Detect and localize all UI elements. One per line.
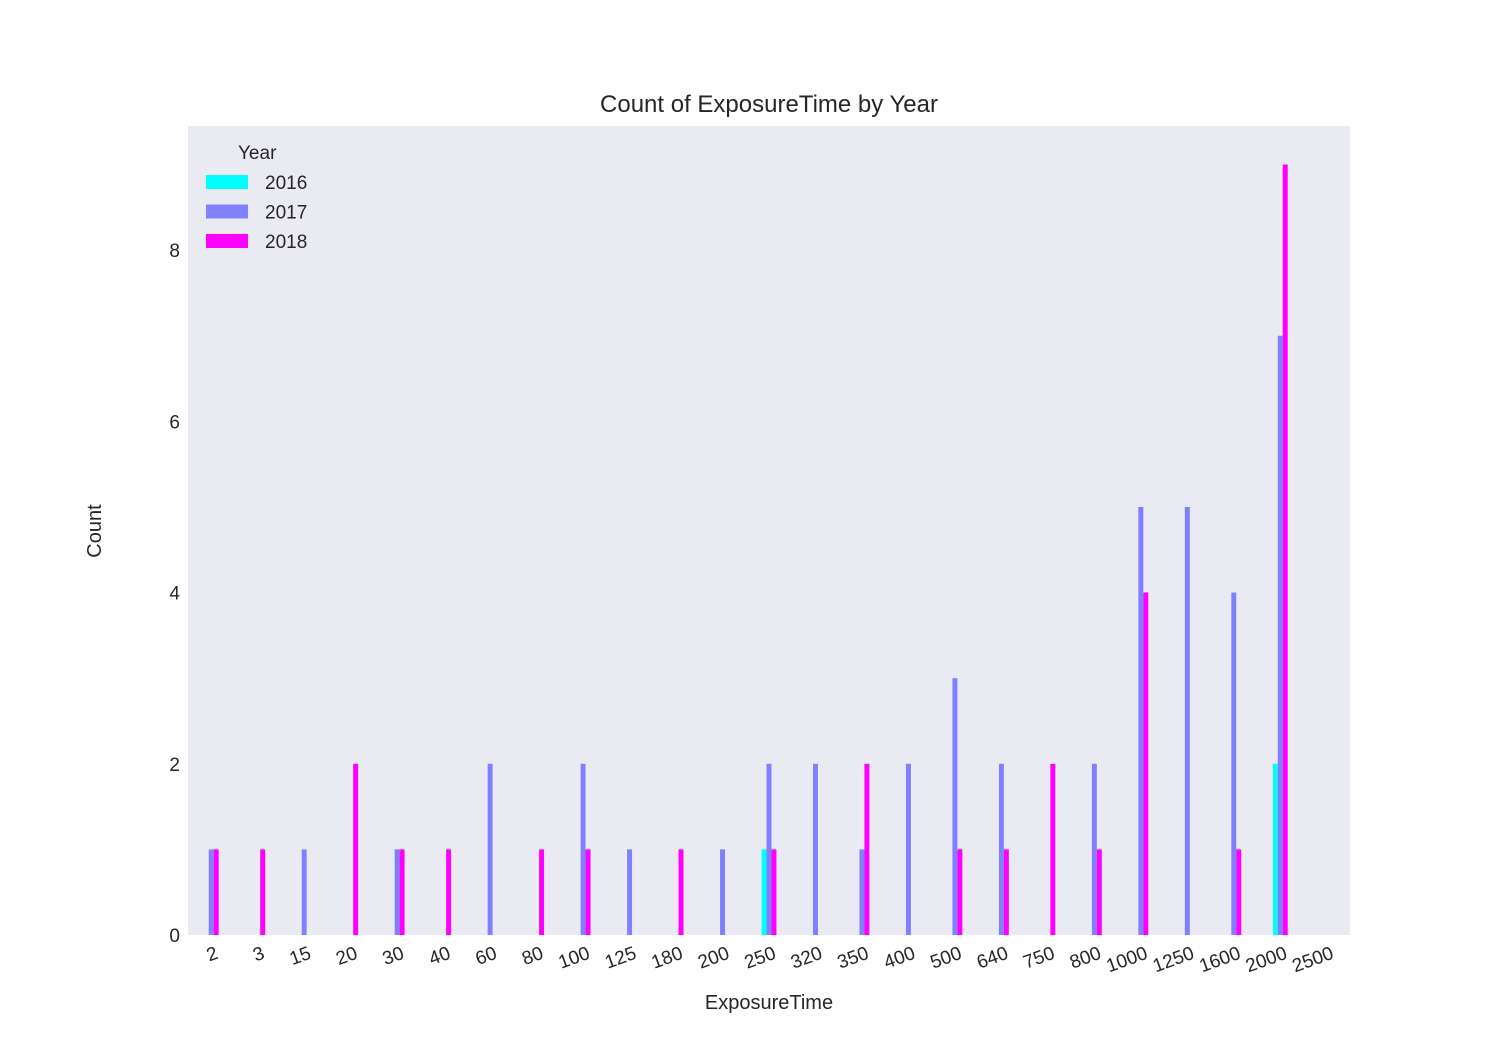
bar-2017-100: [580, 763, 586, 935]
bar-2017-1600: [1231, 592, 1237, 935]
x-tick-label: 20: [333, 943, 360, 970]
legend: Year 2016 2017 2018: [206, 143, 307, 253]
y-tick-label: 6: [169, 412, 180, 433]
legend-swatch-2016: [206, 175, 248, 189]
bar-2018-500: [957, 849, 963, 935]
bar-2018-40: [446, 849, 452, 935]
x-tick-label: 2500: [1290, 943, 1337, 977]
bar-2017-640: [998, 763, 1004, 935]
bar-2018-750: [1050, 763, 1056, 935]
bar-2017-2000: [1277, 335, 1283, 935]
x-tick-label: 3: [250, 943, 267, 966]
x-tick-label: 500: [928, 943, 965, 974]
legend-swatch-2017: [206, 204, 248, 219]
x-tick-label: 40: [426, 943, 453, 970]
y-tick-label: 8: [169, 241, 180, 262]
bar-2018-2000: [1282, 164, 1288, 935]
bar-2018-350: [864, 763, 870, 935]
bar-2017-800: [1091, 763, 1097, 935]
bar-2018-20: [353, 763, 359, 935]
x-tick-label: 15: [287, 943, 314, 970]
x-axis-ticks: 2 3 15 20 30 40 60 80 100 125 180 200 250 320 350 400 50…: [204, 943, 1337, 977]
bar-2017-500: [952, 678, 958, 935]
bar-2016-250: [761, 849, 767, 935]
chart-title: Count of ExposureTime by Year: [600, 91, 938, 118]
x-tick-label: 2: [204, 943, 221, 966]
x-tick-label: 640: [974, 943, 1011, 974]
x-tick-label: 750: [1021, 943, 1058, 974]
x-tick-label: 1600: [1197, 943, 1244, 977]
x-tick-label: 400: [881, 943, 918, 974]
bar-2017-1000: [1138, 506, 1144, 935]
bar-2018-30: [399, 849, 405, 935]
bar-2017-125: [627, 849, 633, 935]
x-tick-label: 125: [602, 943, 639, 974]
x-axis-label: ExposureTime: [705, 992, 833, 1014]
bar-2017-320: [813, 763, 818, 935]
bar-2017-15: [301, 849, 307, 935]
bar-2017-250: [766, 763, 772, 935]
y-tick-label: 0: [169, 926, 180, 947]
bar-2018-800: [1096, 849, 1102, 935]
bar-2018-1600: [1236, 849, 1242, 935]
x-tick-label: 800: [1067, 943, 1104, 974]
bar-2018-80: [539, 849, 545, 935]
bar-2017-2: [208, 849, 214, 935]
bar-2018-250: [771, 849, 777, 935]
x-tick-label: 2000: [1243, 943, 1290, 977]
legend-title: Year: [238, 143, 277, 164]
x-tick-label: 180: [649, 943, 686, 974]
bar-2018-100: [585, 849, 591, 935]
y-axis-ticks: 0 2 4 6 8: [169, 241, 180, 947]
bar-2017-30: [394, 849, 400, 935]
legend-swatch-2018: [206, 234, 248, 248]
bar-2016-2000: [1272, 763, 1278, 935]
x-tick-label: 80: [519, 943, 546, 970]
bar-2018-640: [1003, 849, 1009, 935]
x-tick-label: 100: [556, 943, 593, 974]
bar-2018-180: [678, 849, 684, 935]
bar-2017-400: [905, 763, 911, 935]
x-tick-label: 1250: [1150, 943, 1197, 977]
bar-2017-200: [720, 849, 725, 935]
bars-group: [208, 164, 1288, 935]
y-tick-label: 2: [169, 755, 180, 776]
legend-label-2017: 2017: [265, 203, 307, 224]
bar-2018-3: [260, 849, 266, 935]
bar-2017-350: [859, 849, 865, 935]
x-tick-label: 320: [788, 943, 825, 974]
bar-2018-2: [213, 849, 219, 935]
y-axis-label: Count: [84, 504, 106, 558]
x-tick-label: 350: [835, 943, 872, 974]
legend-label-2016: 2016: [265, 173, 307, 194]
legend-label-2018: 2018: [265, 232, 307, 253]
bar-2018-1000: [1143, 592, 1149, 935]
x-tick-label: 60: [473, 943, 500, 970]
y-tick-label: 4: [169, 584, 180, 605]
x-tick-label: 30: [380, 943, 407, 970]
bar-2017-60: [487, 763, 493, 935]
bar-2017-1250: [1184, 506, 1190, 935]
x-tick-label: 200: [695, 943, 732, 974]
x-tick-label: 250: [742, 943, 779, 974]
x-tick-label: 1000: [1104, 943, 1151, 977]
